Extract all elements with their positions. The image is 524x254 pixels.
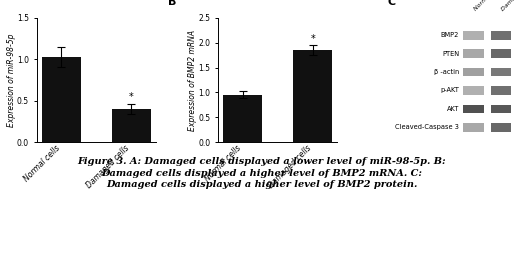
Bar <box>463 31 484 40</box>
Y-axis label: Expression of BMP2 mRNA: Expression of BMP2 mRNA <box>188 29 197 131</box>
Text: Normal cells: Normal cells <box>473 0 505 12</box>
Y-axis label: Expression of miR-98-5p: Expression of miR-98-5p <box>6 33 16 127</box>
Bar <box>490 31 511 40</box>
Text: B: B <box>168 0 176 7</box>
Bar <box>223 95 262 142</box>
Text: Damaged cells: Damaged cells <box>501 0 524 12</box>
Text: Cleaved-Caspase 3: Cleaved-Caspase 3 <box>395 124 459 130</box>
Bar <box>490 68 511 76</box>
Bar <box>490 49 511 58</box>
Bar <box>293 50 332 142</box>
Bar <box>463 86 484 95</box>
Bar <box>112 109 150 142</box>
Text: BMP2: BMP2 <box>441 32 459 38</box>
Bar <box>463 49 484 58</box>
Bar <box>490 123 511 132</box>
Text: Figure 3. A: Damaged cells displayed a lower level of miR-98-5p. B:
Damaged cell: Figure 3. A: Damaged cells displayed a l… <box>78 157 446 189</box>
Text: *: * <box>310 34 315 44</box>
Bar <box>463 123 484 132</box>
Bar <box>490 86 511 95</box>
Text: *: * <box>129 92 134 102</box>
Text: PTEN: PTEN <box>442 51 459 57</box>
Bar <box>490 105 511 113</box>
Bar <box>42 57 81 142</box>
Text: C: C <box>388 0 396 7</box>
Text: p-AKT: p-AKT <box>440 87 459 93</box>
Bar <box>463 105 484 113</box>
Text: β -actin: β -actin <box>434 69 459 75</box>
Bar <box>463 68 484 76</box>
Text: AKT: AKT <box>447 106 459 112</box>
